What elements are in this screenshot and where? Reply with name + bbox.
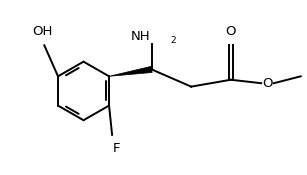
Text: NH: NH (130, 30, 150, 43)
Text: O: O (262, 77, 273, 90)
Text: 2: 2 (170, 36, 176, 45)
Text: F: F (113, 142, 120, 155)
Polygon shape (109, 66, 152, 76)
Text: OH: OH (33, 25, 53, 38)
Text: O: O (226, 25, 236, 38)
